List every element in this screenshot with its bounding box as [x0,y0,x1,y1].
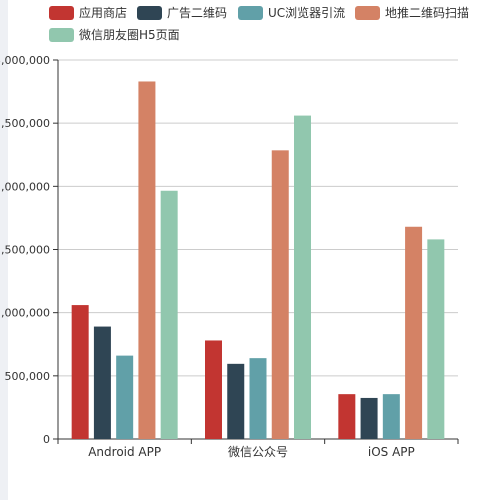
bar[interactable] [405,226,423,439]
legend-swatch [355,6,380,20]
bar[interactable] [205,340,222,439]
legend-label: 微信朋友圈H5页面 [79,28,180,42]
legend-item[interactable]: 应用商店 [49,5,127,20]
bar[interactable] [160,190,178,439]
legend-swatch [49,6,74,20]
legend-swatch [238,6,263,20]
y-tick-label: 500,000 [5,370,51,383]
legend-item[interactable]: 微信朋友圈H5页面 [49,28,180,42]
axes: 0 500,000 1,000,000 1,500,000 2,000,000 2,500… [0,54,459,459]
legend-label: UC浏览器引流 [268,5,345,20]
left-edge-strip [0,0,8,500]
bar[interactable] [427,239,445,439]
legend-label: 应用商店 [79,5,127,20]
bars [71,81,445,439]
legend-label: 地推二维码扫描 [385,6,469,20]
y-tick-label: 1,000,000 [0,307,50,320]
y-tick-label: 2,500,000 [0,117,50,130]
bar[interactable] [338,394,356,439]
grid-lines [58,59,458,377]
y-tick-label: 3,000,000 [0,54,50,67]
legend-swatch [137,6,162,20]
bar[interactable] [71,305,89,439]
legend-item[interactable]: 广告二维码 [137,6,227,20]
bar[interactable] [116,355,134,439]
x-tick-label: Android APP [88,445,161,459]
legend-item[interactable]: UC浏览器引流 [238,5,345,20]
legend-swatch [49,28,74,42]
y-tick-label: 2,000,000 [0,180,50,193]
bar[interactable] [294,115,311,439]
x-tick-label: 微信公众号 [228,445,288,459]
y-tick-label: 0 [43,433,50,446]
legend-item[interactable]: 地推二维码扫描 [355,6,469,20]
legend-label: 广告二维码 [167,6,227,20]
bar[interactable] [93,326,111,439]
bar[interactable] [360,397,378,439]
bar[interactable] [382,394,400,439]
bar[interactable] [249,358,267,439]
y-tick-label: 1,500,000 [0,244,50,257]
bar[interactable] [271,150,289,439]
x-tick-label: iOS APP [368,445,415,459]
bar[interactable] [138,81,156,439]
bar[interactable] [227,363,245,439]
